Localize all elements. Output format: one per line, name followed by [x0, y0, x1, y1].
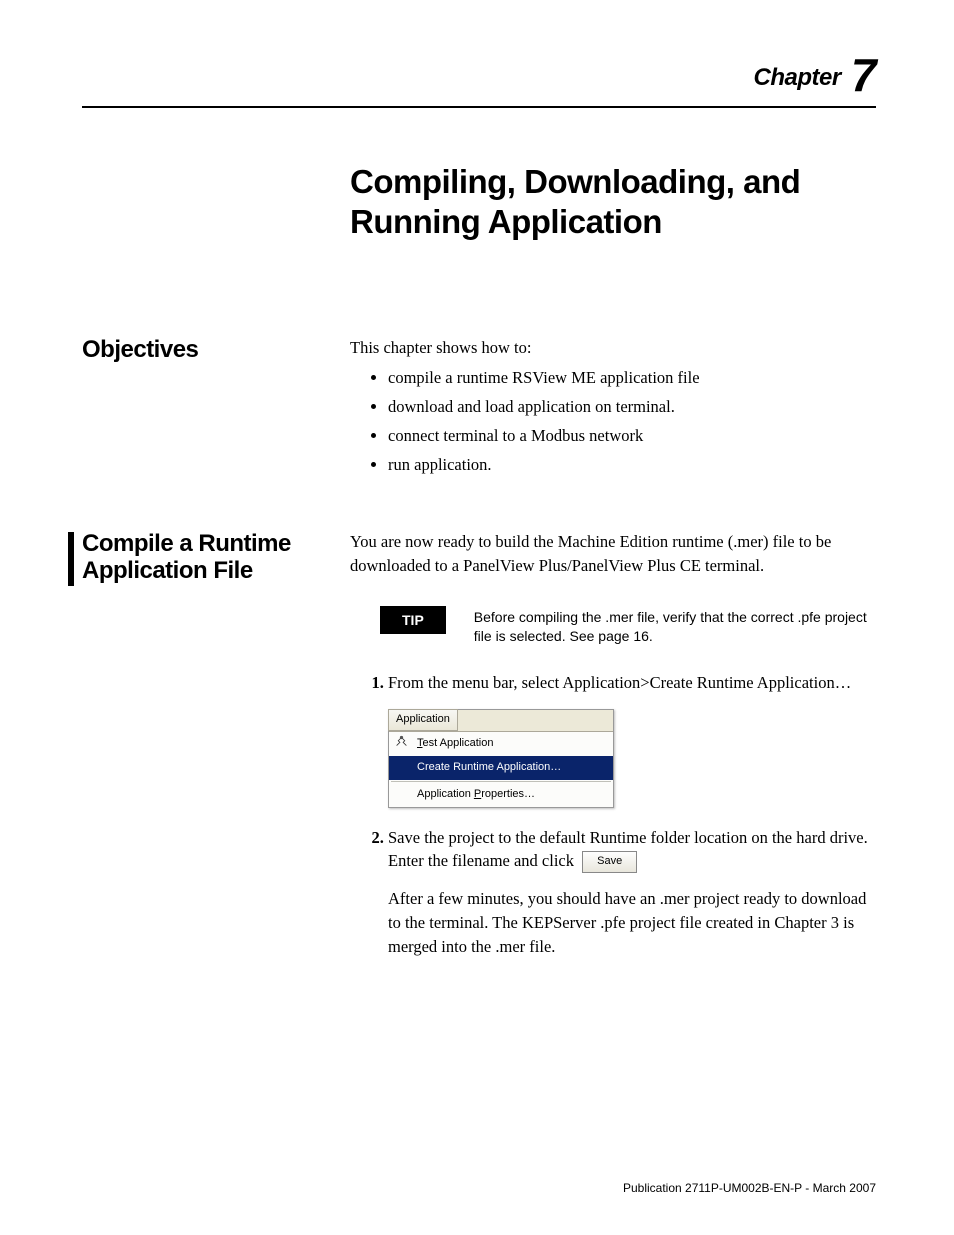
run-icon	[395, 735, 408, 748]
section-marker	[68, 532, 74, 586]
section-compile: Compile a Runtime Application File You a…	[82, 530, 876, 973]
tip-label: TIP	[380, 606, 446, 634]
step-2-followup: After a few minutes, you should have an …	[388, 887, 876, 959]
heading-compile: Compile a Runtime Application File	[82, 530, 330, 585]
heading-objectives: Objectives	[82, 336, 330, 364]
list-item: connect terminal to a Modbus network	[388, 424, 876, 448]
footer-publication: Publication 2711P-UM002B-EN-P - March 20…	[623, 1181, 876, 1195]
step-2: Save the project to the default Runtime …	[388, 826, 876, 960]
menu-screenshot: Application Test Application Create Runt…	[388, 709, 614, 808]
chapter-header: Chapter 7	[82, 48, 876, 102]
chapter-label: Chapter	[754, 64, 841, 91]
tip-text: Before compiling the .mer file, verify t…	[474, 606, 876, 647]
menu-item-test-application[interactable]: Test Application	[389, 732, 613, 756]
page-title: Compiling, Downloading, and Running Appl…	[350, 162, 876, 241]
tip-block: TIP Before compiling the .mer file, veri…	[380, 606, 876, 647]
step-1: From the menu bar, select Application>Cr…	[388, 671, 876, 808]
compile-intro: You are now ready to build the Machine E…	[350, 530, 876, 578]
menu-panel: Test Application Create Runtime Applicat…	[389, 731, 613, 807]
section-objectives: Objectives This chapter shows how to: co…	[82, 336, 876, 482]
menu-item-create-runtime[interactable]: Create Runtime Application…	[389, 756, 613, 780]
step-2-text: Save the project to the default Runtime …	[388, 828, 868, 871]
chapter-number: 7	[847, 49, 876, 101]
menu-bar-item[interactable]: Application	[388, 709, 458, 731]
list-item: run application.	[388, 453, 876, 477]
list-item: download and load application on termina…	[388, 395, 876, 419]
objectives-list: compile a runtime RSView ME application …	[388, 366, 876, 477]
header-rule	[82, 106, 876, 108]
save-button[interactable]: Save	[582, 851, 637, 873]
menu-item-app-properties[interactable]: Application Properties…	[389, 783, 613, 807]
list-item: compile a runtime RSView ME application …	[388, 366, 876, 390]
objectives-intro: This chapter shows how to:	[350, 336, 876, 360]
menu-separator	[391, 781, 611, 782]
steps-list: From the menu bar, select Application>Cr…	[388, 671, 876, 959]
step-1-text: From the menu bar, select Application>Cr…	[388, 673, 851, 692]
